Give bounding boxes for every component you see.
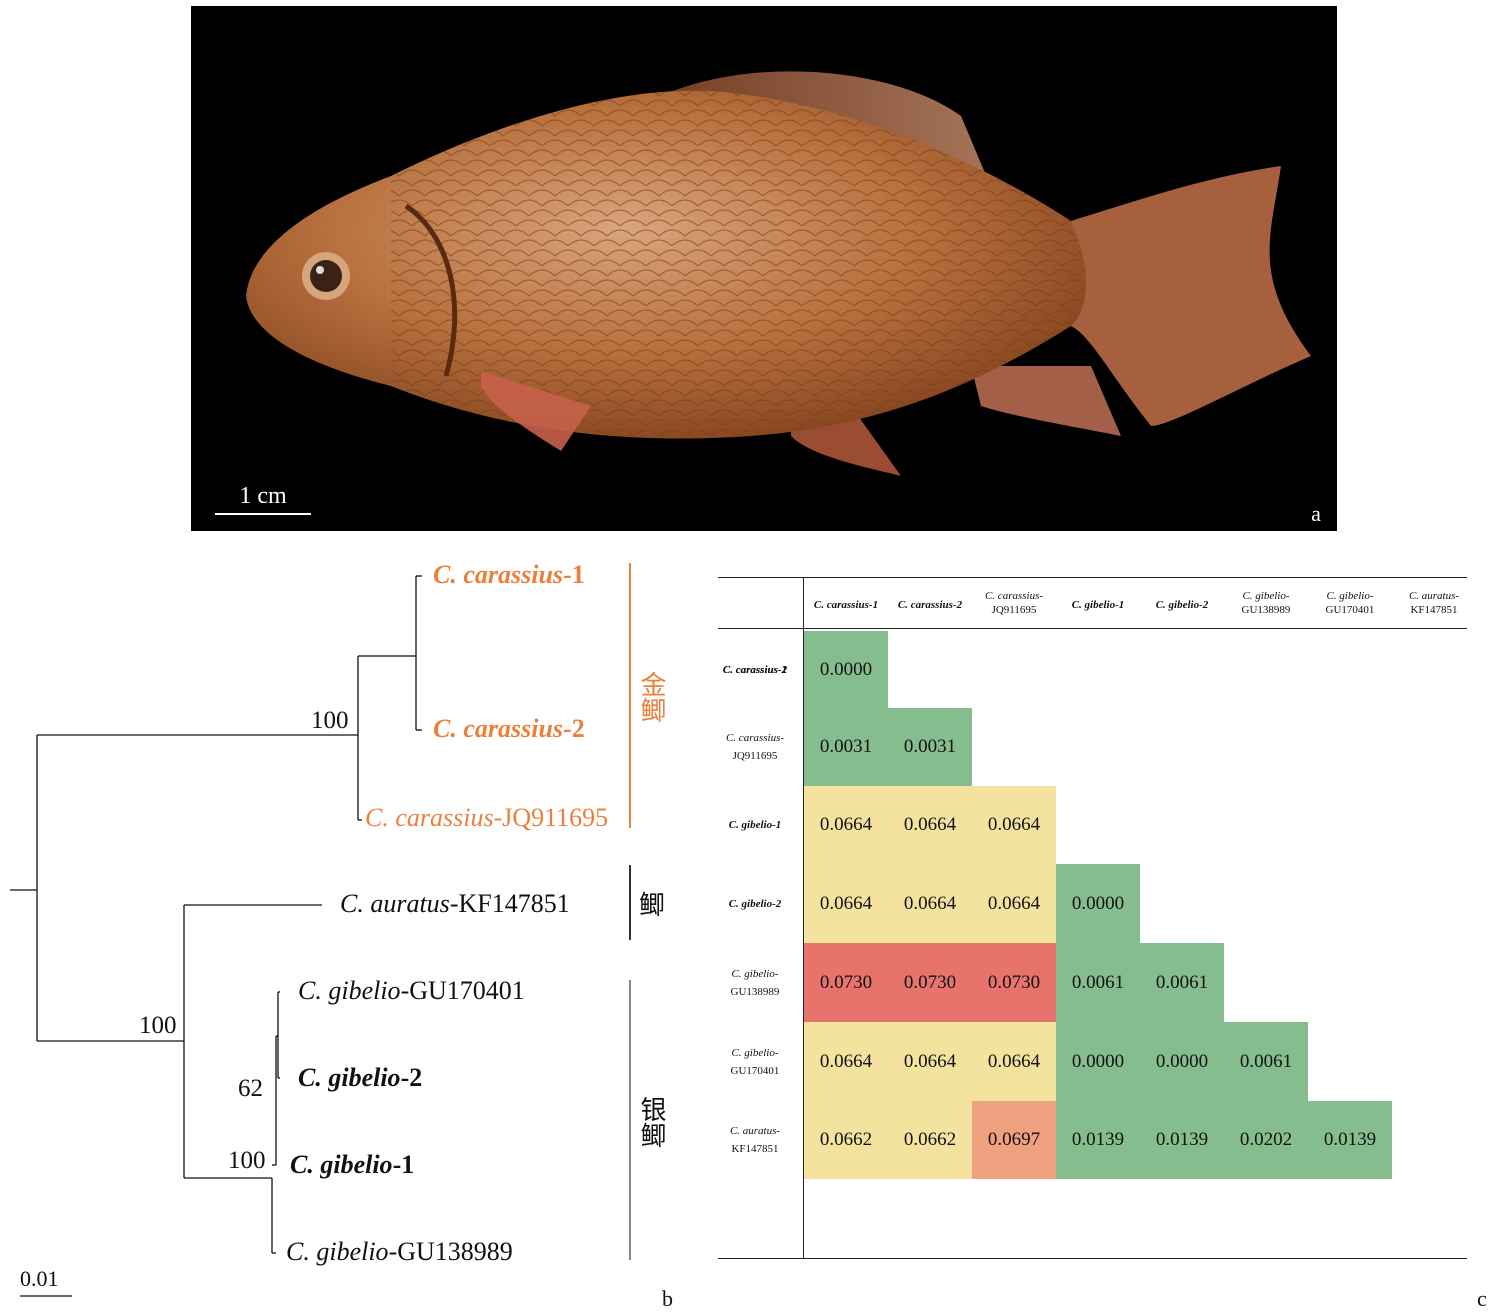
matrix-cell: 0.0664 <box>972 864 1056 943</box>
row-header: C. gibelio- GU138989 <box>710 965 800 1001</box>
row-header-line: GU138989 <box>730 985 780 998</box>
column-header-line: C. gibelio- <box>1326 590 1374 602</box>
row-header: C. carassius-1 <box>710 661 800 679</box>
row-header-line: C. gibelio- <box>731 967 779 980</box>
column-header: C. carassius-2 <box>885 598 975 612</box>
matrix-cell: 0.0031 <box>888 708 972 786</box>
matrix-cell: 0.0664 <box>888 1022 972 1101</box>
group-label-yin: 银鲫 <box>636 1096 666 1148</box>
matrix-cell: 0.0202 <box>1224 1101 1308 1179</box>
matrix-cell: 0.0664 <box>972 786 1056 864</box>
row-header-line: C. carassius-2 <box>722 663 788 676</box>
matrix-cell: 0.0031 <box>804 708 888 786</box>
matrix-cell: 0.0000 <box>1056 864 1140 943</box>
column-header-line: KF147851 <box>1410 604 1458 616</box>
row-header: C. gibelio-2 <box>710 895 800 913</box>
matrix-cell: 0.0139 <box>1056 1101 1140 1179</box>
matrix-cell: 0.0664 <box>804 864 888 943</box>
matrix-cell: 0.0061 <box>1140 943 1224 1022</box>
bootstrap-value: 100 <box>228 1147 266 1174</box>
bootstrap-value: 100 <box>311 707 349 734</box>
row-header-line: C. gibelio-1 <box>728 819 782 831</box>
column-header-line: C. gibelio- <box>1242 590 1290 602</box>
bootstrap-value: 100 <box>139 1012 177 1039</box>
matrix-cell: 0.0139 <box>1140 1101 1224 1179</box>
taxon-label: C. carassius-2 <box>433 714 585 743</box>
column-header-line: C. carassius-2 <box>897 599 963 611</box>
row-header-line: C. gibelio- <box>731 1046 779 1059</box>
group-label-jin: 金鲫 <box>636 671 666 723</box>
column-header: C. carassius-1 <box>801 598 891 612</box>
row-header-line: KF147851 <box>731 1143 779 1155</box>
matrix-cell: 0.0730 <box>888 943 972 1022</box>
taxon-label: C. gibelio-GU170401 <box>298 976 525 1005</box>
matrix-header-rule <box>718 628 1467 629</box>
matrix-cell: 0.0061 <box>1056 943 1140 1022</box>
matrix-cell: 0.0664 <box>804 1022 888 1101</box>
matrix-top-rule <box>718 577 1467 578</box>
matrix-cell: 0.0664 <box>972 1022 1056 1101</box>
row-header-line: C. auratus- <box>729 1125 781 1137</box>
matrix-cell: 0.0664 <box>804 786 888 864</box>
row-header: C. carassius-2 <box>710 661 800 679</box>
panel-letter-a: a <box>1311 501 1321 526</box>
scale-bar-label: 1 cm <box>239 483 287 509</box>
row-header: C. carassius- JQ911695 <box>710 729 800 765</box>
matrix-cell: 0.0664 <box>888 786 972 864</box>
column-header-line: C. gibelio-1 <box>1071 599 1125 611</box>
taxon-label: C. carassius-JQ911695 <box>365 803 609 832</box>
matrix-cell: 0.0730 <box>972 943 1056 1022</box>
row-header-line: C. carassius-1 <box>722 664 788 676</box>
taxon-label: C. carassius-1 <box>433 560 585 589</box>
matrix-bottom-rule <box>718 1258 1467 1259</box>
matrix-cell: 0.0662 <box>804 1101 888 1179</box>
matrix-cell: 0.0000 <box>804 631 888 708</box>
column-header-line: JQ911695 <box>991 604 1037 616</box>
column-header: C. gibelio- GU138989 <box>1221 589 1311 617</box>
taxon-label: C. gibelio-2 <box>298 1063 423 1092</box>
column-header: C. gibelio- GU170401 <box>1305 589 1395 617</box>
row-header: C. auratus- KF147851 <box>710 1122 800 1158</box>
matrix-cell: 0.0139 <box>1308 1101 1392 1179</box>
bootstrap-value: 62 <box>238 1075 263 1102</box>
column-header: C. gibelio-2 <box>1137 598 1227 612</box>
panel-letter-c: c <box>1477 1286 1487 1311</box>
matrix-cell: 0.0061 <box>1224 1022 1308 1101</box>
matrix-cell: 0.0662 <box>888 1101 972 1179</box>
matrix-vertical-rule <box>803 577 804 1258</box>
fish-illustration: 1 cm a <box>215 71 1321 526</box>
matrix-cell: 0.0664 <box>888 864 972 943</box>
row-header-line: GU170401 <box>730 1064 780 1077</box>
tree-scale-label: 0.01 <box>20 1266 59 1291</box>
row-header: C. gibelio- GU170401 <box>710 1044 800 1080</box>
column-header-line: GU138989 <box>1241 604 1291 616</box>
row-header-line: C. carassius- <box>725 732 785 744</box>
panel-letter-b: b <box>662 1286 673 1311</box>
taxon-label: C. auratus-KF147851 <box>340 889 570 918</box>
column-header: C. auratus- KF147851 <box>1389 589 1479 617</box>
column-header: C. gibelio-1 <box>1053 598 1143 612</box>
column-header-line: C. auratus- <box>1408 590 1460 602</box>
row-header: C. gibelio-1 <box>710 816 800 834</box>
column-header-line: GU170401 <box>1325 604 1375 616</box>
column-header: C. carassius- JQ911695 <box>969 589 1059 617</box>
taxon-label: C. gibelio-GU138989 <box>286 1237 513 1266</box>
matrix-cell: 0.0697 <box>972 1101 1056 1179</box>
row-header-line: C. gibelio-2 <box>728 897 782 910</box>
matrix-cell: 0.0000 <box>1056 1022 1140 1101</box>
column-header-line: C. carassius-1 <box>813 599 879 611</box>
matrix-cell: 0.0730 <box>804 943 888 1022</box>
taxon-label: C. gibelio-1 <box>290 1150 415 1179</box>
column-header-line: C. gibelio-2 <box>1155 599 1209 611</box>
column-header-line: C. carassius- <box>984 590 1044 602</box>
fish-photo: 1 cm a <box>191 6 1337 531</box>
row-header-line: JQ911695 <box>732 750 778 762</box>
tree-branches <box>10 563 631 1297</box>
group-label-ji: 鲫 <box>638 891 665 921</box>
matrix-cell: 0.0000 <box>1140 1022 1224 1101</box>
